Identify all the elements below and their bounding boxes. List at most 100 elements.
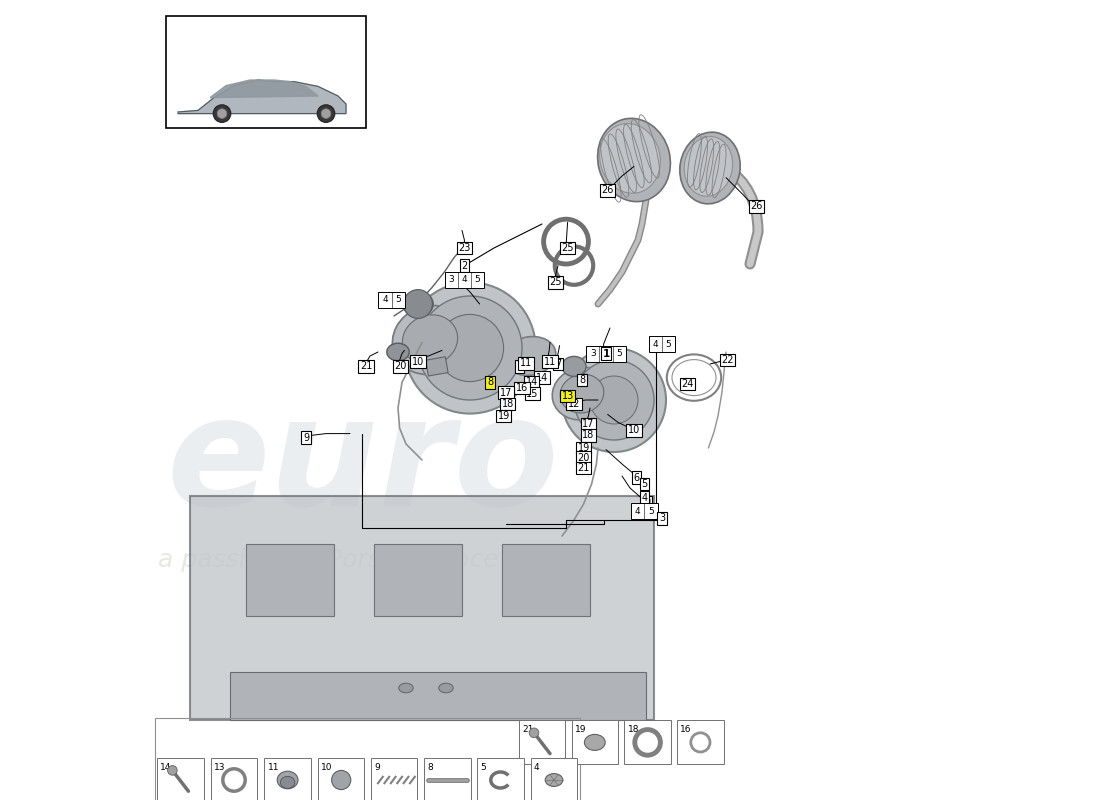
Bar (246, 544, 334, 616)
Circle shape (574, 360, 654, 440)
Text: 5: 5 (475, 275, 481, 285)
Bar (230, 672, 646, 720)
Ellipse shape (403, 291, 433, 317)
Bar (586, 346, 626, 362)
Text: 4: 4 (534, 763, 540, 772)
Bar (371, 758, 417, 800)
Text: 5: 5 (616, 349, 623, 358)
Bar (166, 16, 366, 128)
Bar (374, 544, 462, 616)
Circle shape (405, 282, 536, 414)
Bar (531, 758, 578, 800)
Text: 17: 17 (582, 419, 595, 429)
Circle shape (167, 766, 177, 775)
Text: 22: 22 (722, 355, 734, 365)
Text: 7: 7 (554, 359, 561, 369)
Ellipse shape (403, 315, 458, 365)
Text: 4: 4 (603, 349, 608, 358)
Circle shape (213, 105, 231, 122)
Ellipse shape (280, 776, 295, 789)
Text: 10: 10 (411, 357, 425, 366)
Text: 7: 7 (517, 362, 522, 371)
Text: 14: 14 (161, 763, 172, 772)
Bar (649, 336, 675, 352)
Bar (572, 720, 618, 765)
Ellipse shape (439, 683, 453, 693)
Bar (678, 720, 724, 765)
Text: 3: 3 (449, 275, 454, 285)
Text: 4: 4 (635, 506, 640, 516)
Text: 23: 23 (459, 243, 471, 253)
Bar (631, 503, 658, 519)
Text: 5: 5 (648, 506, 653, 516)
Text: a passion for Porsche since 1985: a passion for Porsche since 1985 (158, 548, 570, 572)
Text: 9: 9 (645, 498, 651, 507)
Text: 8: 8 (579, 375, 585, 385)
Text: 4: 4 (462, 275, 468, 285)
Text: 4: 4 (382, 295, 388, 305)
Circle shape (418, 296, 522, 400)
Circle shape (317, 105, 334, 122)
Text: 25: 25 (549, 278, 562, 287)
Bar (155, 718, 580, 800)
Text: 10: 10 (628, 426, 640, 435)
Bar (378, 292, 405, 308)
Text: 21: 21 (522, 725, 534, 734)
Text: 5: 5 (395, 295, 402, 305)
Text: 15: 15 (526, 389, 539, 398)
Ellipse shape (600, 123, 660, 194)
Circle shape (590, 376, 638, 424)
Text: 3: 3 (590, 349, 596, 358)
Circle shape (562, 348, 666, 452)
Text: 18: 18 (502, 399, 514, 409)
Text: 13: 13 (214, 763, 225, 772)
Text: 21: 21 (578, 463, 590, 473)
Ellipse shape (684, 137, 733, 196)
Text: 16: 16 (516, 383, 528, 393)
Text: 24: 24 (681, 379, 694, 389)
Polygon shape (178, 80, 346, 114)
Text: 9: 9 (302, 433, 309, 442)
Text: 11: 11 (267, 763, 279, 772)
Ellipse shape (680, 132, 740, 204)
Text: 5: 5 (641, 479, 648, 489)
Text: 12: 12 (568, 399, 580, 409)
Bar (211, 758, 257, 800)
Ellipse shape (546, 774, 563, 786)
Text: 5: 5 (481, 763, 486, 772)
Text: 14: 14 (526, 378, 538, 387)
Circle shape (529, 728, 539, 738)
Text: 5: 5 (666, 339, 671, 349)
Bar (625, 720, 671, 765)
Bar (190, 496, 654, 720)
Text: 13: 13 (561, 391, 574, 401)
Text: 8: 8 (487, 378, 493, 387)
Ellipse shape (399, 683, 414, 693)
Bar (519, 720, 565, 765)
Text: 10: 10 (321, 763, 332, 772)
Circle shape (217, 109, 227, 118)
Bar (318, 758, 364, 800)
Bar (264, 758, 311, 800)
Text: 4: 4 (641, 493, 648, 502)
Text: 19: 19 (575, 725, 586, 734)
Ellipse shape (597, 118, 670, 202)
Text: 20: 20 (578, 453, 590, 462)
Text: 11: 11 (520, 358, 532, 368)
Text: 18: 18 (582, 430, 594, 440)
Text: 2: 2 (461, 261, 468, 270)
Text: 8: 8 (428, 763, 433, 772)
Text: 16: 16 (681, 725, 692, 734)
Text: 14: 14 (536, 373, 548, 382)
Bar (157, 758, 204, 800)
Polygon shape (210, 80, 318, 98)
Bar (426, 357, 448, 376)
Ellipse shape (387, 343, 409, 361)
Text: 19: 19 (578, 443, 590, 453)
Ellipse shape (560, 374, 604, 413)
Ellipse shape (562, 357, 586, 376)
Ellipse shape (584, 734, 605, 750)
Text: euro: euro (166, 390, 559, 538)
Circle shape (321, 109, 331, 118)
Ellipse shape (552, 367, 612, 420)
